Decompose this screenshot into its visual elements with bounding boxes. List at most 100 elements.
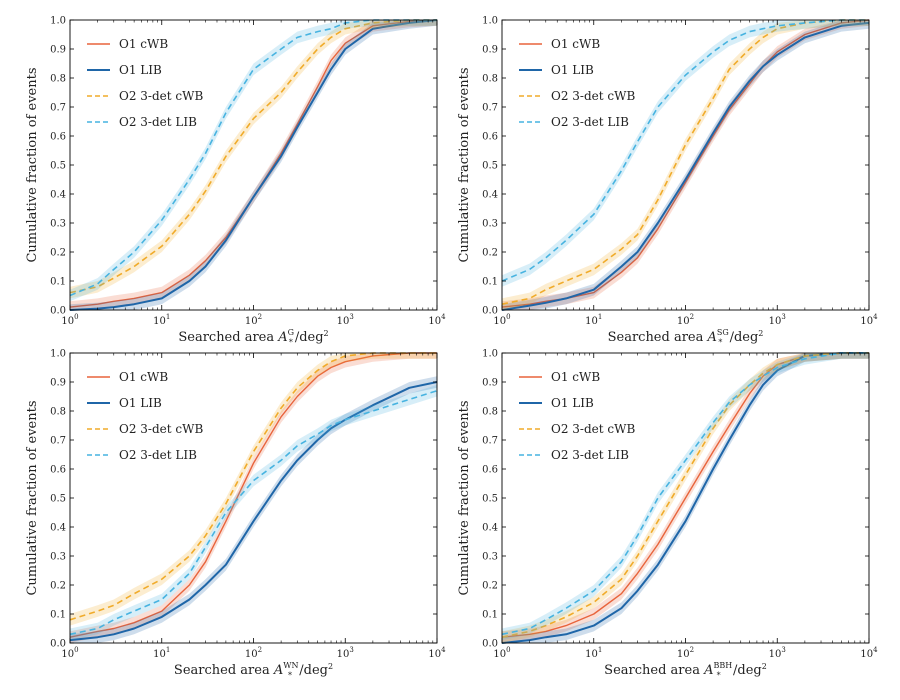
y-tick-label: 0.8 [50, 74, 66, 85]
y-tick-label: 1.0 [50, 349, 66, 360]
x-tick-label: 100 [493, 313, 510, 327]
y-tick-label: 1.0 [50, 16, 66, 27]
x-tick-label: 102 [677, 646, 694, 660]
x-tick-label: 104 [428, 313, 446, 327]
y-tick-label: 0.0 [50, 639, 66, 650]
x-tick-label: 101 [585, 313, 602, 327]
x-axis-label: Searched area ASG */deg2 [608, 328, 764, 347]
y-tick-label: 0.9 [50, 45, 66, 56]
y-axis-label: Cumulative fraction of events [25, 67, 40, 262]
legend: O1 cWB O1 LIB O2 3-det cWB O2 3-det LIB [519, 37, 635, 129]
series-line-o1-cwb [69, 352, 437, 638]
y-tick-label: 0.2 [50, 581, 66, 592]
panel-top-right: 0.0 0.1 0.2 0.3 0.4 0.5 0.6 0.7 0.8 0.9 1.0 100 101 1… [457, 16, 878, 348]
legend-entry-label: O2 3-det cWB [119, 89, 203, 103]
y-axis-label: Cumulative fraction of events [25, 400, 40, 595]
y-tick-label: 0.6 [50, 132, 66, 143]
y-tick-label: 0.4 [50, 190, 66, 201]
y-tick-label: 0.3 [50, 552, 66, 563]
legend: O1 cWB O1 LIB O2 3-det cWB O2 3-det LIB [87, 37, 203, 129]
x-tick-label: 104 [860, 313, 878, 327]
series-line-o1-lib [69, 19, 438, 311]
legend-entry-label: O1 LIB [119, 396, 162, 410]
series-line-o2-3-det-cwb [501, 19, 869, 305]
y-tick-label: 0.8 [482, 407, 498, 418]
panel-bottom-right: 0.0 0.1 0.2 0.3 0.4 0.5 0.6 0.7 0.8 0.9 1.0 100 101 1… [457, 349, 878, 681]
y-tick-label: 0.9 [482, 378, 498, 389]
y-tick-label: 0.0 [482, 639, 498, 650]
y-tick-label: 0.0 [482, 306, 498, 317]
series-line-o2-3-det-cwb [501, 352, 869, 638]
series-line-o2-3-det-cwb [69, 19, 437, 294]
legend: O1 cWB O1 LIB O2 3-det cWB O2 3-det LIB [87, 370, 203, 462]
x-tick-label: 102 [245, 646, 262, 660]
legend: O1 cWB O1 LIB O2 3-det cWB O2 3-det LIB [519, 370, 635, 462]
y-tick-label: 0.1 [50, 277, 66, 288]
legend-entry-label: O2 3-det cWB [119, 422, 203, 436]
y-tick-label: 0.4 [482, 190, 498, 201]
series-line-o1-lib [69, 381, 438, 642]
y-tick-label: 0.6 [482, 465, 498, 476]
y-tick-label: 0.8 [50, 407, 66, 418]
y-tick-label: 0.7 [50, 436, 66, 447]
x-tick-label: 100 [61, 313, 78, 327]
x-tick-label: 102 [245, 313, 262, 327]
x-axis-label: Searched area AG */deg2 [178, 328, 328, 347]
panel-bottom-left: 0.0 0.1 0.2 0.3 0.4 0.5 0.6 0.7 0.8 0.9 1.0 100 101 1… [25, 349, 446, 681]
legend-entry-label: O1 LIB [551, 396, 594, 410]
y-tick-label: 0.3 [50, 219, 66, 230]
confidence-band-o2-3-det-lib [502, 20, 869, 287]
series-line-o2-3-det-lib [501, 352, 869, 636]
series-line-o2-3-det-cwb [69, 352, 437, 621]
y-tick-label: 0.6 [50, 465, 66, 476]
x-tick-label: 101 [153, 646, 170, 660]
x-tick-label: 103 [769, 313, 786, 327]
x-tick-label: 103 [769, 646, 786, 660]
y-tick-label: 0.8 [482, 74, 498, 85]
x-axis-label: Searched area AWN */deg2 [174, 661, 333, 680]
y-tick-label: 0.5 [50, 161, 66, 172]
x-tick-label: 103 [337, 646, 354, 660]
x-tick-label: 103 [337, 313, 354, 327]
y-tick-label: 0.2 [50, 248, 66, 259]
y-tick-label: 0.0 [50, 306, 66, 317]
series-line-o1-lib [501, 21, 870, 311]
legend-entry-label: O1 cWB [119, 370, 168, 384]
legend-entry-label: O2 3-det cWB [551, 422, 635, 436]
y-tick-label: 0.7 [482, 436, 498, 447]
legend-entry-label: O2 3-det LIB [119, 115, 197, 129]
y-tick-label: 0.5 [482, 161, 498, 172]
y-tick-label: 0.1 [482, 610, 498, 621]
legend-entry-label: O1 LIB [119, 63, 162, 77]
y-tick-label: 0.5 [482, 494, 498, 505]
legend-entry-label: O1 cWB [551, 370, 600, 384]
y-tick-label: 1.0 [482, 349, 498, 360]
y-tick-label: 0.6 [482, 132, 498, 143]
y-tick-label: 0.9 [50, 378, 66, 389]
y-tick-label: 0.4 [50, 523, 66, 534]
y-axis-label: Cumulative fraction of events [457, 400, 472, 595]
series-line-o2-3-det-lib [69, 19, 437, 297]
confidence-band-o2-3-det-lib [70, 20, 437, 302]
y-tick-label: 0.7 [50, 103, 66, 114]
x-tick-label: 100 [493, 646, 510, 660]
x-tick-label: 102 [677, 313, 694, 327]
y-tick-label: 0.7 [482, 103, 498, 114]
x-tick-label: 104 [428, 646, 446, 660]
y-tick-label: 0.1 [50, 610, 66, 621]
legend-entry-label: O2 3-det cWB [551, 89, 635, 103]
legend-entry-label: O2 3-det LIB [551, 448, 629, 462]
y-tick-label: 0.5 [50, 494, 66, 505]
x-tick-label: 101 [585, 646, 602, 660]
y-tick-label: 0.2 [482, 581, 498, 592]
series-line-o1-lib [501, 352, 869, 644]
y-tick-label: 0.2 [482, 248, 498, 259]
y-tick-label: 0.3 [482, 219, 498, 230]
legend-entry-label: O1 cWB [119, 37, 168, 51]
legend-entry-label: O1 LIB [551, 63, 594, 77]
series-line-o2-3-det-lib [69, 389, 438, 636]
y-axis-label: Cumulative fraction of events [457, 67, 472, 262]
y-tick-label: 0.9 [482, 45, 498, 56]
panel-top-left: 0.0 0.1 0.2 0.3 0.4 0.5 0.6 0.7 0.8 0.9 1.0 100 101 1… [25, 16, 446, 348]
